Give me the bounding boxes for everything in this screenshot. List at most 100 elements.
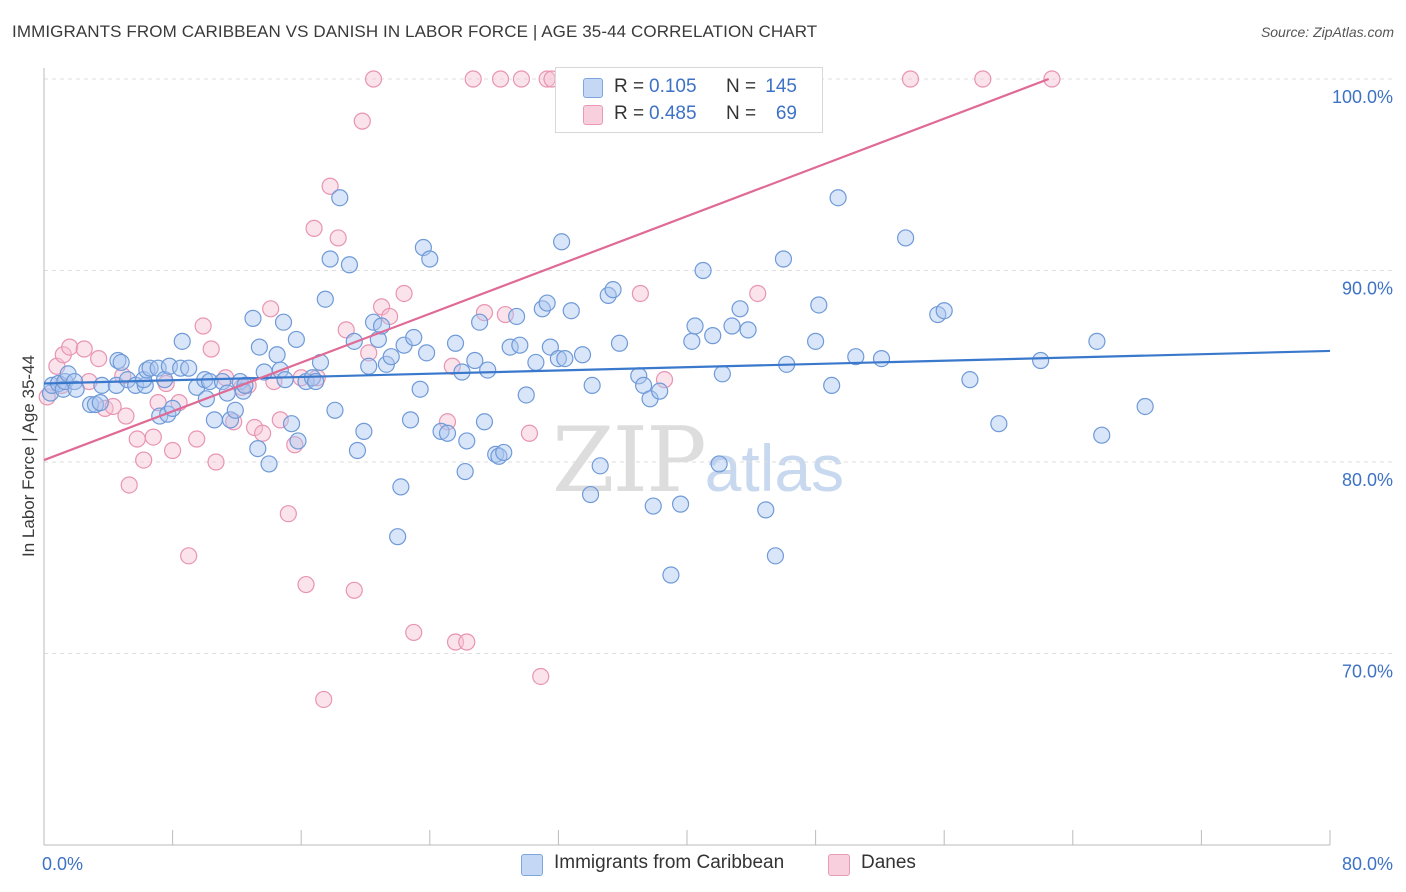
- caribbean-point-123: [704, 327, 722, 345]
- x-tick-label-max: 80.0%: [1342, 854, 1393, 874]
- source-note: Source: ZipAtlas.com: [1260, 24, 1394, 40]
- caribbean-point-38: [226, 401, 244, 419]
- trend-lines: [43, 77, 1331, 462]
- caribbean-point-124: [710, 455, 728, 473]
- caribbean-point-29: [180, 359, 198, 377]
- legend-row-danes: R = 0.485 N = 69: [556, 101, 822, 127]
- danes-point-42: [329, 229, 347, 247]
- caribbean-point-102: [549, 349, 568, 368]
- danes-point-71: [1043, 70, 1061, 88]
- caribbean-point-133: [806, 332, 825, 350]
- caribbean-point-50: [276, 371, 294, 389]
- danes-point-51: [405, 623, 423, 642]
- chart-title: IMMIGRANTS FROM CARIBBEAN VS DANISH IN L…: [12, 22, 818, 41]
- caribbean-point-34: [205, 411, 223, 429]
- x-tick-label-min: 0.0%: [42, 854, 83, 874]
- caribbean-point-61: [331, 189, 349, 207]
- caribbean-point-131: [774, 250, 793, 268]
- caribbean-point-82: [438, 424, 457, 442]
- legend-r-value-caribbean: 0.105: [649, 76, 697, 97]
- caribbean-point-59: [321, 250, 339, 268]
- caribbean-point-108: [583, 376, 601, 394]
- y-tick-label-100: 100.0%: [1332, 87, 1393, 107]
- caribbean-point-139: [897, 229, 915, 247]
- caribbean-point-126: [723, 317, 741, 335]
- legend-n-value-danes: 69: [775, 103, 797, 124]
- danes-point-56: [464, 70, 482, 88]
- caribbean-point-125: [713, 365, 731, 383]
- caribbean-point-120: [683, 332, 701, 350]
- danes-point-47: [364, 70, 383, 88]
- caribbean-point-80: [421, 250, 439, 268]
- caribbean-point-147: [1136, 397, 1154, 416]
- danes-point-57: [475, 304, 494, 322]
- caribbean-point-145: [1088, 332, 1106, 350]
- x-ticks: [43, 830, 1331, 845]
- caribbean-point-88: [471, 313, 489, 331]
- y-tick-label-90: 90.0%: [1342, 279, 1393, 299]
- danes-point-58: [491, 70, 510, 88]
- caribbean-point-53: [289, 432, 307, 450]
- caribbean-point-81: [432, 422, 450, 440]
- danes-point-23: [202, 340, 220, 358]
- caribbean-point-76: [405, 328, 423, 347]
- caribbean-point-86: [458, 432, 476, 450]
- danes-point-7: [90, 349, 108, 368]
- caribbean-point-60: [326, 401, 344, 419]
- caribbean-point-73: [392, 478, 410, 496]
- caribbean-point-112: [610, 334, 629, 352]
- caribbean-point-64: [348, 441, 367, 460]
- legend-r-label: R =: [614, 76, 645, 97]
- caribbean-point-66: [360, 357, 378, 375]
- caribbean-point-28: [173, 332, 191, 350]
- caribbean-point-122: [694, 261, 712, 280]
- danes-point-46: [360, 344, 378, 362]
- caribbean-point-121: [686, 317, 704, 335]
- caribbean-point-77: [411, 380, 429, 398]
- danes-point-53: [443, 357, 461, 375]
- y-tick-labels: 70.0% 80.0% 90.0% 100.0%: [1332, 87, 1393, 682]
- caribbean-point-58: [316, 290, 334, 308]
- caribbean-point-51: [282, 415, 301, 433]
- danes-point-16: [149, 394, 167, 412]
- caribbean-point-107: [581, 485, 600, 504]
- danes-point-12: [120, 476, 138, 494]
- danes-point-14: [135, 451, 153, 469]
- caribbean-point-146: [1093, 426, 1111, 444]
- danes-point-9: [104, 397, 122, 416]
- caribbean-point-111: [604, 281, 622, 299]
- caribbean-point-89: [475, 413, 494, 431]
- danes-point-5: [75, 340, 93, 358]
- legend-swatch-caribbean: [583, 78, 603, 98]
- danes-point-44: [345, 581, 363, 599]
- danes-point-45: [353, 112, 371, 130]
- danes-point-66: [631, 284, 649, 303]
- y-tick-label-80: 80.0%: [1342, 470, 1393, 490]
- caribbean-point-93: [495, 443, 513, 462]
- caribbean-point-72: [389, 528, 407, 546]
- caribbean-point-43: [249, 439, 267, 458]
- caribbean-point-109: [591, 457, 609, 475]
- caribbean-point-136: [829, 189, 847, 207]
- caribbean-point-79: [417, 344, 436, 362]
- caribbean-point-83: [446, 334, 465, 352]
- danes-point-70: [974, 70, 992, 88]
- caribbean-point-104: [556, 349, 574, 368]
- danes-point-4: [61, 338, 79, 356]
- danes-point-37: [297, 575, 315, 594]
- danes-point-22: [194, 317, 212, 335]
- danes-point-15: [144, 428, 162, 446]
- danes-point-31: [262, 300, 280, 318]
- trend-line-caribbean: [43, 349, 1331, 385]
- watermark-atlas: atlas: [704, 431, 845, 505]
- danes-point-62: [532, 667, 550, 686]
- caribbean-point-11: [93, 376, 111, 394]
- danes-point-61: [520, 424, 539, 442]
- danes-point-38: [305, 219, 323, 237]
- caribbean-point-118: [662, 566, 680, 584]
- danes-point-50: [395, 284, 413, 303]
- trend-line-danes: [43, 77, 1050, 462]
- danes-point-11: [117, 407, 135, 425]
- danes-point-55: [458, 633, 476, 651]
